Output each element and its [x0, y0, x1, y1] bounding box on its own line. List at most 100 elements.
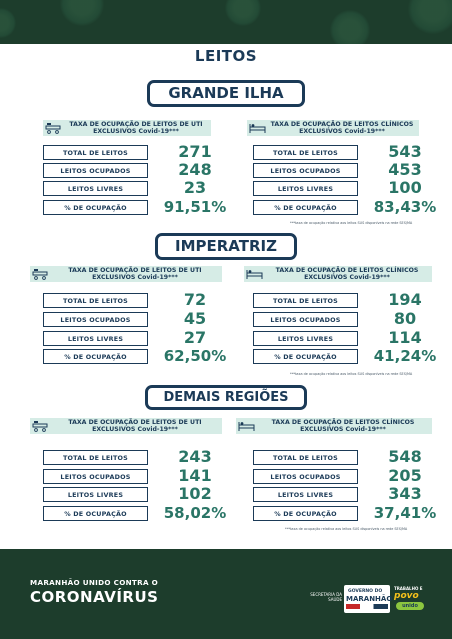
table-row: LEITOS LIVRES 343 [253, 484, 452, 503]
row-label-livres: LEITOS LIVRES [253, 331, 358, 346]
clinicos-header: TAXA DE OCUPAÇÃO DE LEITOS CLÍNICOS EXCL… [236, 418, 432, 434]
row-label-ocupacao: % DE OCUPAÇÃO [43, 506, 148, 521]
table-row: TOTAL DE LEITOS 543 [253, 142, 452, 161]
row-label-livres: LEITOS LIVRES [43, 331, 148, 346]
povo-line-3: unido [396, 602, 424, 610]
table-row: LEITOS OCUPADOS 45 [43, 309, 243, 328]
table-row: LEITOS LIVRES 23 [43, 178, 243, 197]
clinicos-ocupacao-value: 37,41% [373, 504, 437, 522]
uti-ocupados-value: 141 [178, 466, 212, 485]
hospital-bed-icon [43, 120, 65, 136]
row-label-ocupacao: % DE OCUPAÇÃO [253, 349, 358, 364]
hospital-bed-icon [247, 120, 269, 136]
clinicos-ocupados-value: 453 [388, 160, 422, 179]
table-row: % DE OCUPAÇÃO 37,41% [253, 504, 452, 522]
table-row: TOTAL DE LEITOS 194 [253, 290, 452, 309]
row-label-ocupacao: % DE OCUPAÇÃO [253, 200, 358, 215]
table-row: LEITOS OCUPADOS 141 [43, 466, 243, 485]
uti-ocupacao-value: 91,51% [163, 198, 227, 216]
row-label-total: TOTAL DE LEITOS [43, 450, 148, 465]
table-row: TOTAL DE LEITOS 271 [43, 142, 243, 161]
footnote: ***taxa de ocupação relativa aos leitos … [290, 221, 413, 225]
uti-livres-value: 102 [178, 484, 212, 503]
table-row: LEITOS LIVRES 100 [253, 178, 452, 197]
flag-icon [346, 604, 388, 609]
uti-livres-value: 27 [183, 328, 207, 347]
row-label-livres: LEITOS LIVRES [253, 181, 358, 196]
virus-decoration [225, 0, 261, 26]
uti-total-value: 271 [178, 142, 212, 161]
row-label-livres: LEITOS LIVRES [43, 181, 148, 196]
uti-header: TAXA DE OCUPAÇÃO DE LEITOS DE UTI EXCLUS… [43, 120, 211, 136]
clinicos-livres-value: 100 [388, 178, 422, 197]
row-label-ocupados: LEITOS OCUPADOS [43, 312, 148, 327]
row-label-livres: LEITOS LIVRES [43, 487, 148, 502]
table-row: % DE OCUPAÇÃO 41,24% [253, 347, 452, 365]
table-row: % DE OCUPAÇÃO 58,02% [43, 504, 243, 522]
row-label-ocupados: LEITOS OCUPADOS [253, 469, 358, 484]
table-row: LEITOS OCUPADOS 248 [43, 160, 243, 179]
row-label-ocupacao: % DE OCUPAÇÃO [43, 349, 148, 364]
table-row: % DE OCUPAÇÃO 83,43% [253, 198, 452, 216]
table-row: TOTAL DE LEITOS 243 [43, 447, 243, 466]
row-label-ocupacao: % DE OCUPAÇÃO [253, 506, 358, 521]
clinicos-header-text: TAXA DE OCUPAÇÃO DE LEITOS CLÍNICOS EXCL… [271, 419, 415, 433]
povo-unido-logo: TRABALHO E povo unido [394, 586, 428, 612]
table-row: LEITOS LIVRES 102 [43, 484, 243, 503]
table-row: LEITOS LIVRES 27 [43, 328, 243, 347]
secretaria-label: SECRETARIA DA SAÚDE [310, 592, 342, 602]
clinicos-header-text: TAXA DE OCUPAÇÃO DE LEITOS CLÍNICOS EXCL… [270, 121, 414, 135]
row-label-ocupados: LEITOS OCUPADOS [253, 163, 358, 178]
row-label-ocupados: LEITOS OCUPADOS [43, 469, 148, 484]
table-row: LEITOS OCUPADOS 453 [253, 160, 452, 179]
government-logo: GOVERNO DO MARANHÃO [344, 585, 393, 613]
gov-line-2: MARANHÃO [346, 595, 393, 603]
region-title: DEMAIS REGIÕES [145, 385, 307, 410]
uti-header-text: TAXA DE OCUPAÇÃO DE LEITOS DE UTI EXCLUS… [68, 267, 202, 281]
table-row: % DE OCUPAÇÃO 62,50% [43, 347, 243, 365]
virus-decoration [330, 10, 370, 44]
row-label-total: TOTAL DE LEITOS [253, 145, 358, 160]
hospital-bed-icon [30, 266, 52, 282]
table-row: TOTAL DE LEITOS 72 [43, 290, 243, 309]
uti-ocupados-value: 45 [183, 309, 207, 328]
clinicos-ocupados-value: 205 [388, 466, 422, 485]
region-name: GRANDE ILHA [168, 84, 284, 102]
hospital-bed-icon [30, 418, 52, 434]
clinicos-header: TAXA DE OCUPAÇÃO DE LEITOS CLÍNICOS EXCL… [244, 266, 432, 282]
clinicos-header: TAXA DE OCUPAÇÃO DE LEITOS CLÍNICOS EXCL… [247, 120, 419, 136]
clinicos-total-value: 194 [388, 290, 422, 309]
row-label-total: TOTAL DE LEITOS [253, 293, 358, 308]
row-label-total: TOTAL DE LEITOS [43, 293, 148, 308]
row-label-livres: LEITOS LIVRES [253, 487, 358, 502]
uti-ocupacao-value: 62,50% [163, 347, 227, 365]
clinicos-livres-value: 343 [388, 484, 422, 503]
uti-header-text: TAXA DE OCUPAÇÃO DE LEITOS DE UTI EXCLUS… [69, 121, 203, 135]
table-row: LEITOS OCUPADOS 205 [253, 466, 452, 485]
campaign-title: CORONAVÍRUS [30, 588, 159, 606]
top-banner [0, 0, 452, 44]
virus-decoration [60, 0, 104, 26]
row-label-ocupacao: % DE OCUPAÇÃO [43, 200, 148, 215]
region-title: IMPERATRIZ [155, 233, 297, 260]
clinicos-ocupacao-value: 41,24% [373, 347, 437, 365]
clinicos-header-text: TAXA DE OCUPAÇÃO DE LEITOS CLÍNICOS EXCL… [275, 267, 419, 281]
hospital-bed-icon [236, 418, 258, 434]
page-title: LEITOS [194, 47, 258, 65]
table-row: TOTAL DE LEITOS 548 [253, 447, 452, 466]
row-label-total: TOTAL DE LEITOS [43, 145, 148, 160]
clinicos-ocupacao-value: 83,43% [373, 198, 437, 216]
uti-total-value: 243 [178, 447, 212, 466]
footnote: ***taxa de ocupação relativa aos leitos … [290, 372, 413, 376]
uti-ocupados-value: 248 [178, 160, 212, 179]
row-label-ocupados: LEITOS OCUPADOS [43, 163, 148, 178]
uti-total-value: 72 [183, 290, 207, 309]
table-row: LEITOS LIVRES 114 [253, 328, 452, 347]
povo-line-2: povo [394, 591, 419, 601]
row-label-ocupados: LEITOS OCUPADOS [253, 312, 358, 327]
clinicos-total-value: 543 [388, 142, 422, 161]
clinicos-livres-value: 114 [388, 328, 422, 347]
uti-header: TAXA DE OCUPAÇÃO DE LEITOS DE UTI EXCLUS… [30, 266, 222, 282]
footnote: ***taxa de ocupação relativa aos leitos … [285, 527, 408, 531]
povo-line-1: TRABALHO E [394, 586, 423, 591]
